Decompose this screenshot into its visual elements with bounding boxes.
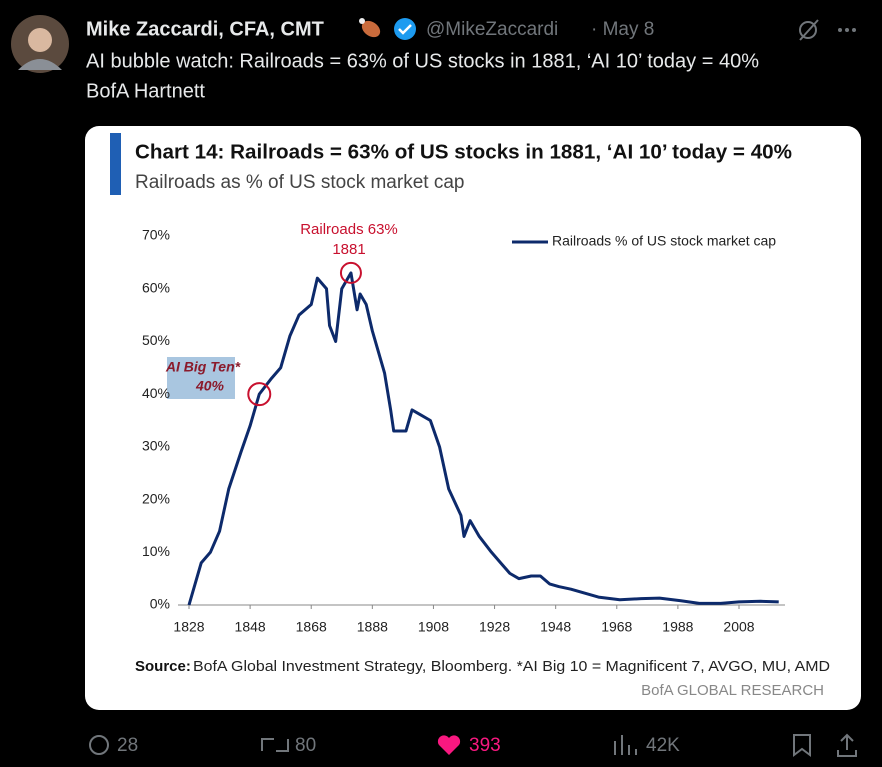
share-button[interactable] [837, 733, 857, 757]
y-tick-label: 30% [142, 438, 170, 454]
reply-button[interactable]: 28 [89, 735, 138, 756]
annotation: AI Big Ten* [165, 359, 241, 375]
annotation: 40% [195, 378, 225, 394]
y-tick-label: 0% [150, 596, 170, 612]
data-line [187, 271, 779, 606]
y-tick-label: 20% [142, 490, 170, 506]
tweet-text: BofA Hartnett [86, 80, 205, 102]
tweet-text: AI bubble watch: Railroads = 63% of US s… [86, 50, 759, 72]
like-button[interactable]: 393 [437, 735, 501, 756]
source-label: Source: [135, 658, 191, 675]
y-tick-label: 70% [142, 227, 170, 243]
avatar[interactable] [11, 15, 69, 73]
y-tick-label: 40% [142, 385, 170, 401]
accent-bar [110, 133, 121, 195]
source: BofA Global Investment Strategy, Bloombe… [193, 658, 830, 675]
x-tick-label: 1888 [357, 619, 388, 635]
reply-count: 28 [117, 735, 138, 756]
x-tick-label: 1908 [418, 619, 449, 635]
views-count: 42K [646, 735, 680, 756]
date[interactable]: · May 8 [591, 19, 654, 40]
x-tick-label: 1968 [601, 619, 632, 635]
highlight-circle [339, 261, 362, 284]
x-tick-label: 1848 [235, 619, 266, 635]
x-tick-label: 1948 [540, 619, 571, 635]
x-tick-label: 1828 [173, 619, 204, 635]
annotation-bg [167, 357, 235, 399]
views-button[interactable]: 42K [614, 735, 680, 756]
x-tick-label: 1988 [662, 619, 693, 635]
like-count: 393 [469, 735, 501, 756]
repost-count: 80 [295, 735, 316, 756]
chart-subtitle: Railroads as % of US stock market cap [135, 172, 464, 193]
grok-icon[interactable] [799, 19, 819, 41]
y-tick-label: 60% [142, 279, 170, 295]
repost-button[interactable]: 80 [261, 735, 316, 756]
chart-card[interactable] [85, 126, 861, 710]
emoji [359, 18, 381, 38]
y-tick-label: 10% [142, 543, 170, 559]
highlight-circle [247, 382, 272, 407]
verified-badge [394, 18, 416, 40]
author-name[interactable]: Mike Zaccardi, CFA, CMT [86, 18, 324, 40]
x-tick-label: 2008 [723, 619, 754, 635]
handle[interactable]: @MikeZaccardi [426, 19, 558, 40]
annotation: Railroads 63% [300, 221, 398, 238]
y-tick-label: 50% [142, 332, 170, 348]
footer: BofA GLOBAL RESEARCH [641, 682, 824, 699]
x-tick-label: 1928 [479, 619, 510, 635]
chart-title: Chart 14: Railroads = 63% of US stocks i… [135, 141, 792, 163]
more-icon[interactable] [838, 28, 856, 32]
x-tick-label: 1868 [296, 619, 327, 635]
legend-label: Railroads % of US stock market cap [552, 233, 776, 249]
annotation: 1881 [332, 241, 365, 258]
bookmark-button[interactable] [793, 734, 811, 757]
